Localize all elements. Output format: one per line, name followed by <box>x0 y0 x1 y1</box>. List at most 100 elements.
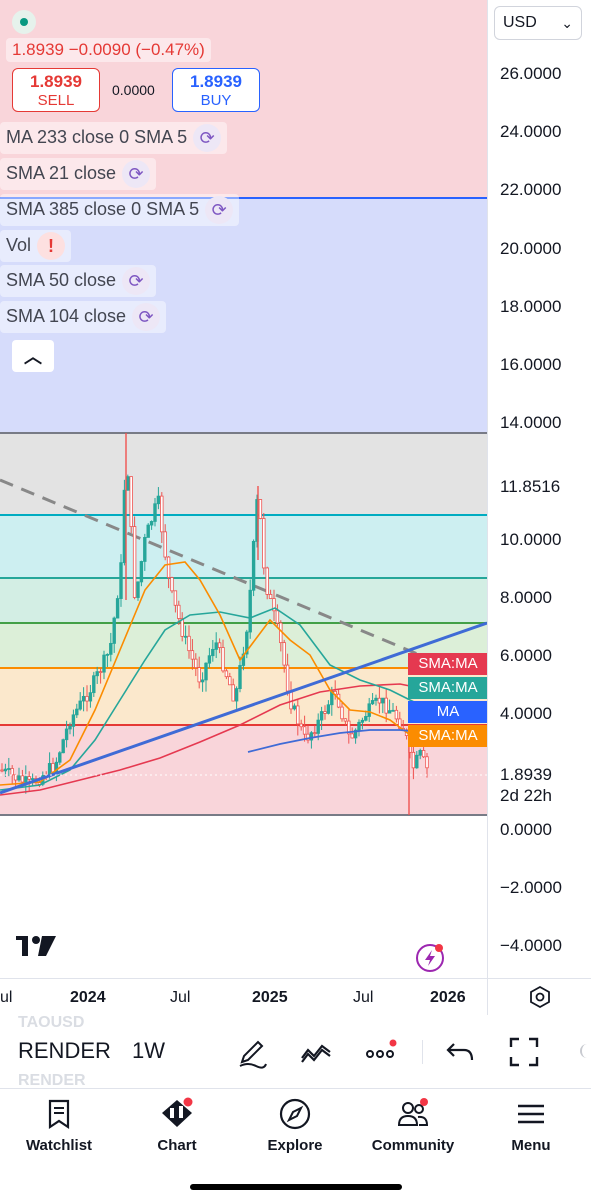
chevron-up-icon: ︿ <box>24 347 42 367</box>
candle-body <box>292 705 297 710</box>
nav-label: Community <box>371 1137 455 1154</box>
indicator-label: SMA 50 close <box>6 269 117 290</box>
interval-button[interactable]: 1W <box>132 1038 165 1063</box>
candle-body <box>391 709 395 712</box>
price-tick: 26.0000 <box>500 64 562 83</box>
zone-blue <box>0 198 487 433</box>
price-tick: 6.0000 <box>500 646 552 665</box>
nav-chart[interactable]: Chart <box>122 1097 232 1154</box>
sell-label: SELL <box>37 92 75 109</box>
candle-body <box>143 537 147 562</box>
dashed-trendline <box>0 478 421 657</box>
price-tick: 8.0000 <box>500 588 552 607</box>
tag-sma-ma-orange: SMA:MA <box>408 725 487 747</box>
candle-body <box>323 711 327 714</box>
legend-dot-icon <box>12 10 36 34</box>
price-axis[interactable]: USD ⌄ 26.0000 24.0000 22.0000 20.0000 18… <box>487 0 591 978</box>
indicator-label: SMA 21 close <box>6 162 117 183</box>
refresh-icon[interactable]: ⟳ <box>122 267 151 295</box>
buy-price: 1.8939 <box>190 72 242 91</box>
candle-body <box>149 521 154 526</box>
indicator-sma21[interactable]: SMA 21 close ⟳ <box>0 158 157 190</box>
time-tick: ul <box>0 989 13 1006</box>
price-tick: 11.8516 <box>500 477 561 496</box>
nav-menu[interactable]: Menu <box>476 1097 586 1154</box>
more-icon[interactable] <box>364 1034 400 1070</box>
candle-body <box>313 732 317 735</box>
time-tick: 2025 <box>252 989 288 1006</box>
indicator-vol[interactable]: Vol! <box>0 230 72 262</box>
nav-community[interactable]: Community <box>358 1097 468 1154</box>
candle-body <box>221 647 225 672</box>
candle-body <box>299 723 303 728</box>
price-tick: 4.0000 <box>500 704 552 723</box>
candle-body <box>139 561 144 583</box>
toolbar-divider <box>422 1040 423 1064</box>
fullscreen-icon[interactable] <box>506 1034 542 1070</box>
time-axis[interactable]: ul 2024 Jul 2025 Jul 2026 <box>0 978 487 1015</box>
candle-body <box>98 671 103 674</box>
candle-body <box>160 495 164 533</box>
candle-body <box>132 526 137 598</box>
candle-body <box>387 710 392 714</box>
spread-value: 0.0000 <box>112 82 155 98</box>
nav-explore[interactable]: Explore <box>240 1097 350 1154</box>
price-tick: 14.0000 <box>500 413 562 432</box>
candle-body <box>51 763 55 773</box>
indicators-icon[interactable] <box>298 1034 334 1070</box>
candle-body <box>183 635 188 638</box>
candle-body <box>166 556 171 578</box>
candle-body <box>282 642 286 666</box>
zone-gray <box>0 433 487 515</box>
nav-watchlist[interactable]: Watchlist <box>4 1097 114 1154</box>
people-icon <box>397 1098 429 1126</box>
undo-icon[interactable] <box>442 1034 478 1070</box>
candle-body <box>411 751 416 769</box>
chart-settings-button[interactable] <box>487 978 591 1015</box>
candle-body <box>224 670 229 678</box>
candle-body <box>173 590 178 606</box>
candle-body <box>289 690 293 710</box>
indicator-ma233[interactable]: MA 233 close 0 SMA 5 ⟳ <box>0 122 228 154</box>
candle-body <box>353 729 358 739</box>
sell-button[interactable]: 1.8939 SELL <box>12 68 100 112</box>
buy-button[interactable]: 1.8939 BUY <box>172 68 260 112</box>
candle-body <box>374 697 378 701</box>
candle-body <box>306 733 310 741</box>
home-indicator <box>190 1184 402 1190</box>
alert-icon[interactable]: ! <box>37 232 66 260</box>
refresh-icon[interactable]: ⟳ <box>205 196 234 224</box>
candle-body <box>370 700 375 705</box>
candle-body <box>64 728 69 741</box>
chart-canvas[interactable] <box>0 0 487 978</box>
candle-body <box>95 671 99 677</box>
tag-sma-ma-red: SMA:MA <box>408 653 487 675</box>
candle-body <box>302 726 307 735</box>
chart-area[interactable]: 1.8939 −0.0090 (−0.47%) 1.8939 SELL 0.00… <box>0 0 487 978</box>
indicator-label: MA 233 close 0 SMA 5 <box>6 126 188 147</box>
currency-select[interactable]: USD ⌄ <box>494 6 582 40</box>
candle-body <box>214 642 218 650</box>
symbol-button[interactable]: RENDER <box>18 1038 111 1063</box>
candle-body <box>88 692 93 702</box>
drawing-pen-icon[interactable] <box>234 1034 270 1070</box>
refresh-icon[interactable]: ⟳ <box>193 124 222 152</box>
candle-body <box>316 719 320 734</box>
candle-body <box>13 774 18 781</box>
legend-collapse-button[interactable]: ︿ <box>12 340 54 372</box>
compass-icon <box>279 1098 311 1130</box>
refresh-icon[interactable]: ⟳ <box>122 160 151 188</box>
indicator-sma104[interactable]: SMA 104 close ⟳ <box>0 301 167 333</box>
zone-cyan <box>0 515 487 578</box>
candle-body <box>146 524 150 538</box>
indicator-sma50[interactable]: SMA 50 close ⟳ <box>0 265 157 297</box>
nav-label: Explore <box>267 1137 323 1154</box>
currency-value: USD <box>503 14 537 31</box>
chart-toolbar: TAOUSD RENDER RENDER 1W <box>0 1014 591 1089</box>
candle-body <box>238 665 242 689</box>
zone-bottom-red <box>0 725 487 815</box>
candle-body <box>194 658 198 669</box>
indicator-sma385[interactable]: SMA 385 close 0 SMA 5 ⟳ <box>0 194 240 226</box>
refresh-icon[interactable]: ⟳ <box>132 303 161 331</box>
tradingview-logo <box>16 936 56 956</box>
